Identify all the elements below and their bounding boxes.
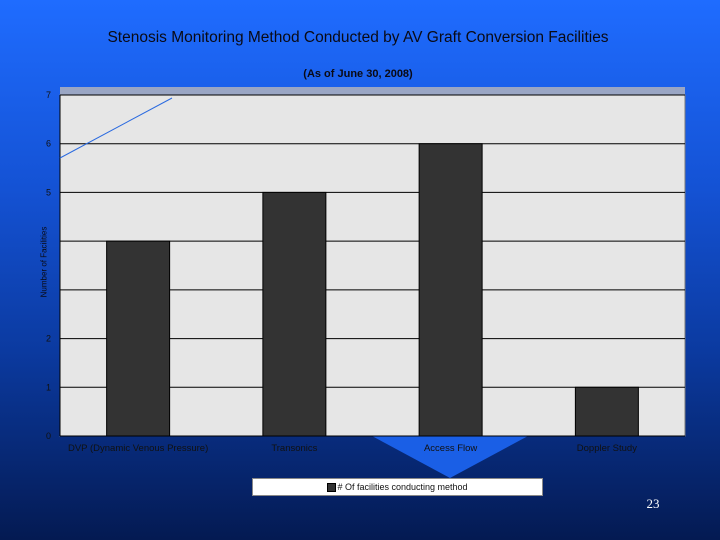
bar	[574, 386, 639, 437]
chart-subtitle: (As of June 30, 2008)	[303, 68, 413, 80]
y-tick-label: 2	[46, 334, 51, 344]
y-tick-label: 0	[46, 431, 51, 441]
y-axis-label: Number of Facilities	[39, 226, 49, 298]
chart-title: Stenosis Monitoring Method Conducted by …	[107, 29, 609, 46]
legend: # Of facilities conducting method	[252, 478, 543, 496]
x-tick-label: Doppler Study	[577, 443, 637, 454]
legend-swatch	[327, 482, 337, 492]
x-tick-label: DVP (Dynamic Venous Pressure)	[68, 443, 208, 454]
x-tick-label: Access Flow	[424, 443, 477, 454]
accent-line	[59, 97, 173, 159]
bar	[418, 143, 483, 437]
bars	[106, 143, 639, 437]
y-tick-label: 6	[46, 139, 51, 149]
bar	[106, 240, 171, 437]
y-tick-label: 1	[46, 382, 51, 392]
x-tick-labels: DVP (Dynamic Venous Pressure) Transonics A…	[68, 443, 637, 454]
plot-top-border	[60, 87, 685, 95]
y-tick-label: 5	[46, 187, 51, 197]
page-number: 23	[646, 496, 660, 511]
decorative-triangle	[372, 436, 528, 478]
legend-label: # Of facilities conducting method	[337, 482, 468, 492]
y-tick-label: 7	[46, 90, 51, 100]
x-tick-label: Transonics	[271, 443, 317, 454]
y-tick-labels: 0 1 2 5 6 7	[46, 90, 51, 441]
bar	[262, 191, 327, 437]
